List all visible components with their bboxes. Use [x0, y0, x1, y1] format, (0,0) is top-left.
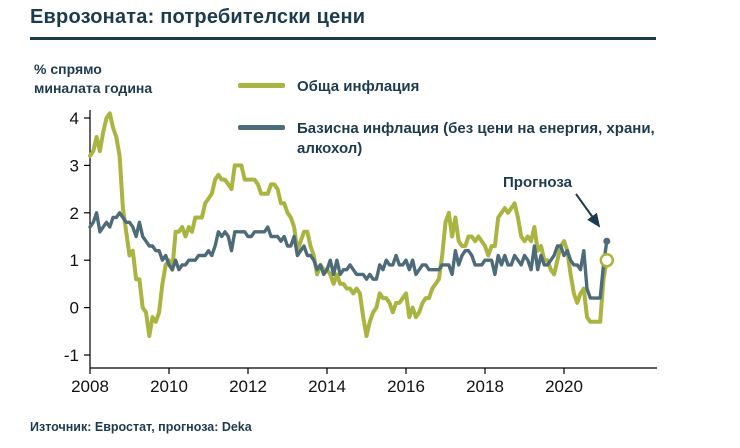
- svg-text:2016: 2016: [387, 377, 425, 396]
- y-axis-label-line-1: % спрямо: [34, 61, 102, 77]
- svg-text:-1: -1: [64, 346, 79, 365]
- svg-text:1: 1: [70, 251, 79, 270]
- svg-text:0: 0: [70, 299, 79, 318]
- source-note: Източник: Евростат, прогноза: Deka: [30, 420, 252, 434]
- svg-text:3: 3: [70, 156, 79, 175]
- page-title: Еврозоната: потребителски цени: [30, 6, 366, 28]
- legend-item-headline: Обща инфлация: [238, 77, 419, 97]
- core-series-swatch: [238, 125, 285, 130]
- svg-text:2: 2: [70, 204, 79, 223]
- svg-text:2012: 2012: [229, 377, 267, 396]
- legend-label-headline: Обща инфлация: [297, 78, 420, 95]
- svg-text:2008: 2008: [71, 377, 109, 396]
- svg-text:2010: 2010: [150, 377, 188, 396]
- svg-text:2014: 2014: [308, 377, 346, 396]
- svg-text:4: 4: [70, 109, 79, 128]
- headline-series-swatch: [238, 83, 285, 88]
- y-axis-label-line-2: миналата година: [34, 79, 153, 96]
- inflation-line-chart: -1 0 1 2 3 4 2008 2010 2012 2014 2016 2018 2020: [64, 109, 657, 396]
- svg-text:2018: 2018: [466, 377, 504, 396]
- legend-label-core: Базисна инфлация (без цени на енергия, х…: [297, 120, 655, 157]
- y-axis-label: % спрямо миналата година: [34, 60, 152, 98]
- title-underline: [30, 37, 656, 40]
- svg-text:2020: 2020: [545, 377, 583, 396]
- forecast-annotation: Прогноза: [503, 174, 572, 191]
- legend-item-core: Базисна инфлация (без цени на енергия, х…: [238, 119, 665, 158]
